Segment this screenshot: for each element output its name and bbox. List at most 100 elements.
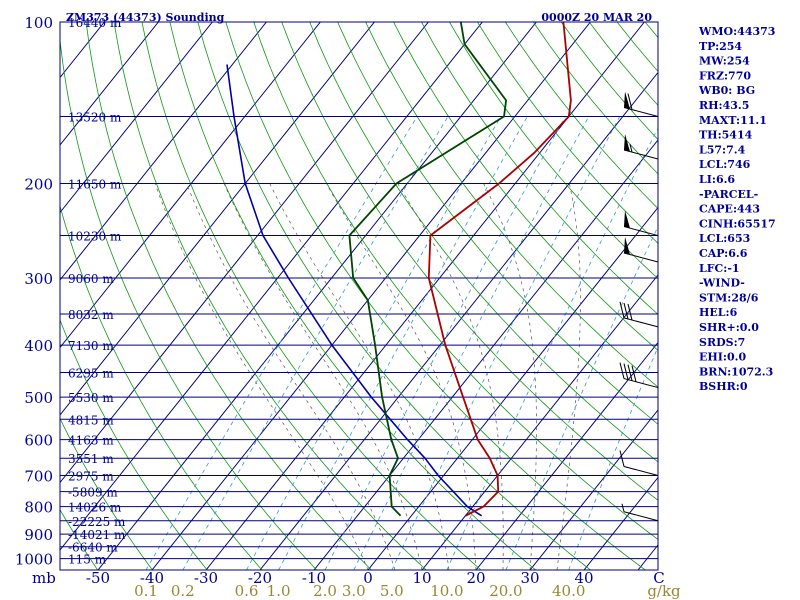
height-tick-label: 4163 m <box>68 434 114 448</box>
height-tick-label: 115 m <box>68 553 107 567</box>
dry-adiabat-line <box>113 22 427 570</box>
index-line: MAXT:11.1 <box>699 114 767 127</box>
wind-barb-shaft <box>623 317 659 328</box>
dry-adiabat-line <box>365 22 658 388</box>
plot-frame <box>59 21 659 571</box>
dry-adiabat-line <box>85 22 372 570</box>
height-tick-label: 10230 m <box>68 230 122 244</box>
height-tick-label: -14021 m <box>68 528 126 542</box>
temperature-tick-label: -40 <box>140 569 164 587</box>
pressure-tick-label: 800 <box>24 499 53 517</box>
dry-adiabat-line <box>60 508 99 570</box>
wind-barb-flag <box>627 303 633 321</box>
height-tick-label: 5530 m <box>68 391 114 405</box>
dry-adiabat-line <box>253 22 658 540</box>
temperature-unit-label: C <box>653 569 664 587</box>
wind-barb <box>619 362 659 389</box>
temperature-tick-label: -20 <box>248 569 272 587</box>
wind-barb <box>623 133 659 160</box>
index-line: CAP:6.6 <box>699 247 748 260</box>
mixing-ratio-line <box>278 116 528 570</box>
mixing-ratio-tick-label: 3.0 <box>342 582 366 600</box>
parcel-profile-line <box>226 64 483 517</box>
mixing-ratio-line <box>391 116 621 570</box>
index-line: SRDS:7 <box>699 336 745 349</box>
index-line: TH:5414 <box>699 129 753 142</box>
dewpoint-profile-line <box>348 22 508 517</box>
wind-barb <box>621 503 659 522</box>
dry-adiabat-line <box>560 22 658 141</box>
wind-barb-layer <box>619 91 659 522</box>
wind-barb-flag <box>619 450 625 467</box>
moist-adiabat-line <box>326 183 477 570</box>
index-line: HEL:6 <box>699 306 738 319</box>
dry-adiabat-line <box>421 22 658 315</box>
isotherm-line <box>60 22 267 281</box>
pressure-tick-label: 700 <box>24 468 53 486</box>
dry-adiabat-line <box>309 22 658 463</box>
temperature-tick-label: 30 <box>520 569 539 587</box>
mixing-ratio-tick-label: 2.0 <box>313 582 337 600</box>
height-tick-label: 11650 m <box>68 178 122 192</box>
index-line: STM:28/6 <box>699 291 759 304</box>
wind-barb-pennant <box>624 133 630 152</box>
height-tick-label: 2975 m <box>68 470 114 484</box>
isotherm-line <box>475 341 658 570</box>
height-tick-label: 9060 m <box>68 272 114 286</box>
moist-adiabat-line <box>483 183 537 570</box>
height-tick-label: 6295 m <box>68 367 114 381</box>
dry-adiabat-line <box>60 204 263 570</box>
isotherm-line <box>60 22 213 214</box>
isotherm-line <box>313 139 658 570</box>
temperature-tick-label: 20 <box>466 569 485 587</box>
index-line: LI:6.6 <box>699 173 735 186</box>
moist-adiabat-line <box>556 183 581 570</box>
wind-barb <box>623 236 659 263</box>
dry-adiabat-line <box>393 22 658 351</box>
isotherm-line <box>97 22 537 570</box>
mixing-ratio-line <box>353 116 590 570</box>
wind-barb <box>619 450 659 476</box>
dry-adiabat-line <box>141 22 482 570</box>
index-line: WMO:44373 <box>698 25 775 38</box>
pressure-tick-label: 900 <box>24 526 53 544</box>
temperature-tick-label: 40 <box>574 569 593 587</box>
dry-adiabat-line <box>281 22 658 501</box>
dry-adiabat-line <box>588 22 658 106</box>
index-line: RH:43.5 <box>699 99 749 112</box>
mixing-ratio-tick-label: 1.0 <box>267 582 291 600</box>
pressure-tick-label: 100 <box>24 14 53 32</box>
index-line: LCL:653 <box>699 232 750 245</box>
temperature-profile-line <box>427 22 572 517</box>
dry-adiabat-line <box>60 318 208 570</box>
dry-adiabat-line <box>449 22 658 280</box>
profile-layer <box>226 22 572 517</box>
wind-barb-flag <box>623 363 629 380</box>
height-tick-label: 16440 m <box>68 16 122 30</box>
pressure-tick-label: 200 <box>24 176 53 194</box>
height-tick-label: -22225 m <box>68 515 126 529</box>
chart-title-right: 0000Z 20 MAR 20 <box>541 11 652 24</box>
index-line: CAPE:443 <box>699 203 760 216</box>
pressure-tick-label: 400 <box>24 337 53 355</box>
height-tick-label: 13520 m <box>68 111 122 125</box>
wind-barb-shaft <box>623 511 659 522</box>
index-line: FRZ:770 <box>699 69 751 82</box>
isotherm-line <box>151 22 591 570</box>
mixing-ratio-tick-label: 0.2 <box>171 582 195 600</box>
height-tick-label: 14026 m <box>68 501 122 515</box>
wind-barb-flag <box>627 364 633 381</box>
temperature-tick-label: -30 <box>194 569 218 587</box>
isotherm-line <box>60 22 375 416</box>
index-line: WB0: BG <box>698 84 755 97</box>
moist-adiabat-line <box>223 183 423 570</box>
index-line: SHR+:0.0 <box>699 321 759 334</box>
wind-barb-pennant <box>624 210 630 229</box>
dry-adiabat-line <box>169 22 537 570</box>
pressure-tick-label: 600 <box>24 432 53 450</box>
wind-barb <box>623 210 659 237</box>
height-tick-label: -6640 m <box>68 541 118 555</box>
grid-layer <box>60 22 658 570</box>
